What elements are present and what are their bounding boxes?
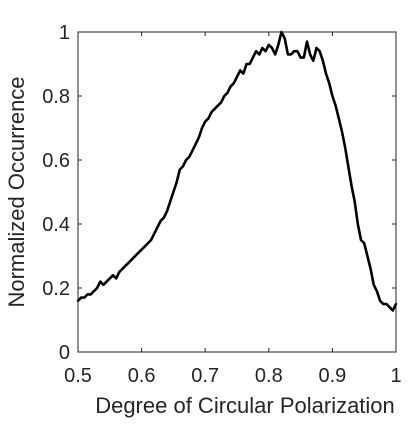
x-tick-label: 0.8 [255, 365, 283, 387]
x-tick-label: 1 [390, 365, 401, 387]
y-tick-label: 1 [59, 22, 70, 44]
y-tick-label: 0.8 [42, 86, 70, 108]
y-tick-label: 0.6 [42, 150, 70, 172]
y-tick-label: 0.2 [42, 278, 70, 300]
plot-area-frame [77, 31, 397, 353]
x-tick-label: 0.7 [191, 365, 219, 387]
x-tick-label: 0.6 [128, 365, 156, 387]
tick-labels: 0.5 0.6 0.7 0.8 0.9 1 0 0.2 0.4 0.6 0.8 1 [42, 22, 401, 387]
y-axis-title: Normalized Occurrence [4, 76, 29, 307]
y-tick-label: 0 [59, 342, 70, 364]
y-tick-label: 0.4 [42, 214, 70, 236]
x-tick-label: 0.9 [318, 365, 346, 387]
x-tick-label: 0.5 [64, 365, 92, 387]
series-line [76, 30, 398, 312]
x-axis-title: Degree of Circular Polarization [95, 393, 395, 418]
axis-ticks [77, 31, 397, 353]
